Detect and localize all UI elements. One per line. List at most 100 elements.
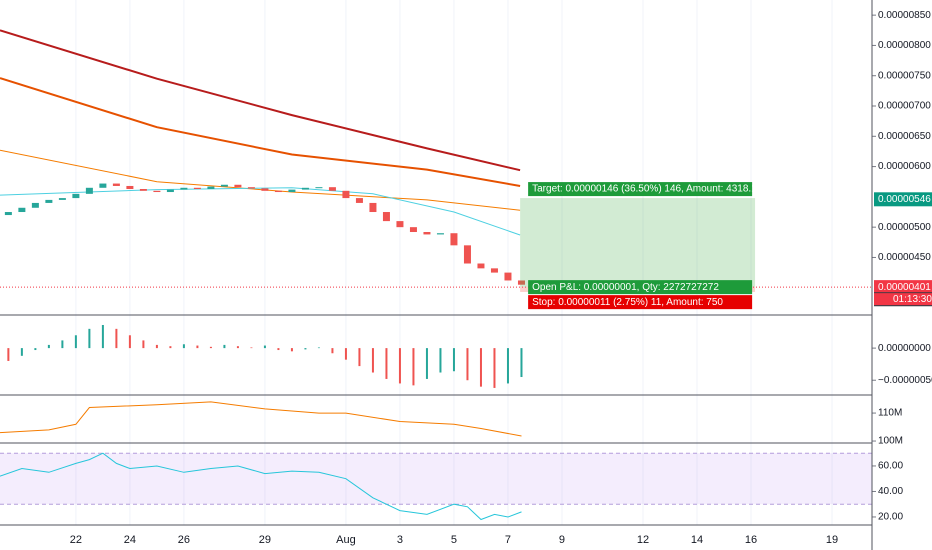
candle [45,199,53,203]
x-tick-label: 26 [178,534,190,546]
candle [207,186,215,189]
x-tick-label: 29 [259,534,271,546]
target-zone [520,198,756,288]
y-tick-label: 0.00000800 [878,40,931,51]
histogram-bar [34,348,37,351]
histogram-bar [452,348,455,372]
candle [328,187,336,191]
x-tick-label: 22 [70,534,82,546]
histogram-bar [425,348,428,379]
price-tag-label: 0.00000401 [878,282,931,293]
candle [220,184,228,187]
histogram-bar [304,348,307,350]
x-tick-label: 3 [397,534,403,546]
candle [112,183,120,186]
candle [382,212,390,222]
candle [247,187,255,189]
histogram-bar [263,345,266,349]
histogram-bar [155,344,158,349]
stop-label: Stop: 0.00000011 (2.75%) 11, Amount: 750 [532,297,723,308]
candle [99,183,107,188]
histogram-bar [358,348,361,367]
x-tick-label: 24 [124,534,136,546]
candle [450,233,458,246]
histogram-bar [506,348,509,384]
x-tick-label: 19 [826,534,838,546]
x-tick-label: 16 [745,534,757,546]
moving-average [0,77,521,187]
open-pnl-label: Open P&L: 0.00000001, Qty: 2272727272 [532,282,719,293]
histogram-bar [142,340,145,349]
histogram-bar [128,335,131,349]
candle [126,185,134,189]
candle [369,202,377,213]
price-tag-label: 0.00000546 [878,194,931,205]
price-tag [874,192,932,207]
target-label-bg [528,182,753,197]
x-tick-label: 5 [451,534,457,546]
y-tick-label: 0.00000850 [878,10,931,21]
histogram-bar [398,348,401,384]
y-tick-label: 0.00000000 [878,343,931,354]
histogram-bar [20,348,23,356]
x-tick-label: 7 [505,534,511,546]
candle [166,189,174,193]
y-tick-label: 0.00000600 [878,161,931,172]
x-tick-label: Aug [336,534,356,546]
histogram-bar [277,348,280,351]
histogram-bar [317,347,320,349]
y-tick-label: 0.00000450 [878,252,931,263]
histogram-bar [331,348,334,354]
histogram-bar [196,345,199,349]
candle [504,272,512,281]
histogram-bar [371,348,374,373]
histogram-bar [236,346,239,349]
countdown-bg [874,293,932,306]
y-tick-label: 60.00 [878,461,903,472]
histogram-bar [412,348,415,386]
candle [409,227,417,233]
x-tick-label: 14 [691,534,703,546]
y-tick-label: 0.00000650 [878,131,931,142]
candle [18,207,26,213]
x-tick-label: 9 [559,534,565,546]
candle [342,190,350,199]
rsi-band [0,453,872,505]
x-tick-label: 12 [637,534,649,546]
candle [58,198,66,200]
candle [85,187,93,194]
histogram-bar [61,340,64,349]
candle [355,198,363,203]
histogram-bar [209,346,212,349]
histogram-bar [115,328,118,349]
histogram-bar [182,344,185,349]
histogram-bar [223,344,226,349]
stop-label-bg [528,295,753,310]
candle [153,190,161,193]
histogram-bar [344,348,347,360]
histogram-bar [169,346,172,349]
indicator-line [0,401,522,437]
histogram-bar [47,344,50,349]
y-tick-label: 40.00 [878,486,903,497]
y-tick-label: −0.00000050 [878,375,932,386]
candle [288,189,296,193]
countdown: 01:13:30 [893,294,932,305]
candle [139,189,147,191]
y-tick-label: 0.00000750 [878,70,931,81]
histogram-bar [493,348,496,388]
histogram-bar [290,348,293,352]
candle [4,212,12,216]
candle [301,187,309,190]
histogram-bar [250,347,253,349]
y-tick-label: 0.00000700 [878,101,931,112]
candle [261,188,269,191]
candle [477,263,485,269]
y-tick-label: 0.00000500 [878,222,931,233]
histogram-bar [101,324,104,349]
histogram-bar [479,348,482,387]
candle [193,187,201,189]
histogram-bar [385,348,388,379]
histogram-bar [7,348,10,361]
